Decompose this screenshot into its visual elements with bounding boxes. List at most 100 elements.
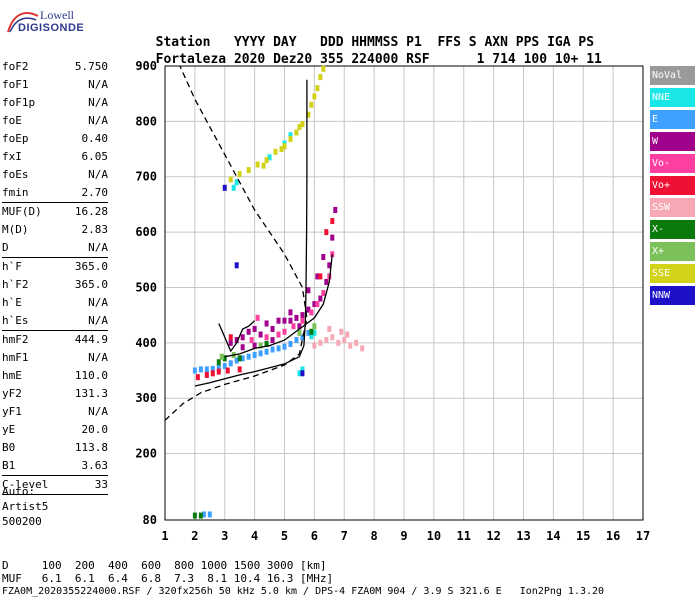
- param-key: foF1p: [2, 96, 36, 109]
- param-row: MUF(D) 16.28: [2, 203, 108, 221]
- param-key: hmF2: [2, 333, 29, 346]
- y-tick-label: 800: [135, 114, 157, 128]
- echo-point: [204, 366, 209, 373]
- param-row: foE N/A: [2, 112, 108, 130]
- echo-point: [282, 143, 287, 150]
- val-ps: 11: [586, 52, 602, 67]
- echo-point: [210, 370, 215, 377]
- param-key: foE: [2, 114, 22, 127]
- echo-point: [300, 121, 305, 128]
- param-value: 2.83: [81, 223, 109, 236]
- param-value: N/A: [88, 405, 108, 418]
- x-tick-label: 15: [576, 529, 590, 543]
- param-key: h`F: [2, 260, 22, 273]
- echo-point: [282, 317, 287, 324]
- echo-point: [312, 323, 317, 330]
- echo-point: [315, 301, 320, 308]
- param-value: 20.0: [81, 423, 109, 436]
- param-value: 0.40: [81, 132, 109, 145]
- x-tick-label: 2: [191, 529, 198, 543]
- param-row: h`Es N/A: [2, 312, 108, 331]
- echo-point: [294, 337, 299, 344]
- logo-line2: DIGISONDE: [18, 22, 85, 34]
- param-key: foF2: [2, 60, 29, 73]
- param-row: fxI 6.05: [2, 148, 108, 166]
- hdr-s: S: [468, 35, 477, 50]
- echo-point: [219, 353, 224, 360]
- hdr-station: Station: [155, 35, 211, 50]
- echo-point: [282, 328, 287, 335]
- echo-point: [222, 363, 227, 370]
- echo-point: [297, 370, 302, 377]
- param-row: B1 3.63: [2, 457, 108, 476]
- echo-point: [234, 179, 239, 186]
- echo-point: [198, 366, 203, 373]
- param-value: N/A: [88, 296, 108, 309]
- echo-point: [246, 167, 251, 174]
- auto-program: Artist5: [2, 500, 49, 513]
- echo-point: [276, 331, 281, 338]
- echo-point: [312, 342, 317, 349]
- echo-point: [255, 161, 260, 168]
- param-value: 3.63: [81, 459, 109, 472]
- param-value: N/A: [88, 78, 108, 91]
- y-tick-label: 900: [135, 59, 157, 73]
- hdr-day: DAY: [273, 35, 297, 50]
- autoscaling-info: Auto: Artist5 500200: [2, 484, 48, 529]
- echo-point: [264, 320, 269, 327]
- echo-point: [288, 132, 293, 139]
- echo-point: [318, 295, 323, 302]
- param-key: B1: [2, 459, 16, 472]
- val-axn: 714: [492, 52, 516, 67]
- echo-point: [318, 74, 323, 81]
- echo-point: [300, 317, 305, 324]
- echo-point: [273, 148, 278, 155]
- echo-point: [270, 325, 275, 332]
- echo-point: [255, 314, 260, 321]
- echo-point: [222, 355, 227, 362]
- hdr-yyyy: YYYY: [233, 35, 266, 50]
- echo-point: [201, 511, 206, 518]
- echo-point: [228, 360, 233, 367]
- echo-point: [309, 333, 314, 340]
- param-key: yF1: [2, 405, 22, 418]
- echo-point: [300, 366, 305, 373]
- param-key: fxI: [2, 150, 22, 163]
- param-value: 33: [94, 478, 108, 491]
- hdr-ffs: FFS: [437, 35, 461, 50]
- x-tick-label: 4: [251, 529, 258, 543]
- echo-point: [327, 325, 332, 332]
- x-tick-label: 9: [400, 529, 407, 543]
- digisonde-logo: Lowell DIGISONDE: [6, 8, 86, 48]
- profile-trace: [224, 254, 333, 358]
- legend-item: SSW: [650, 198, 695, 217]
- param-row: h`F 365.0: [2, 258, 108, 276]
- y-tick-label: 700: [135, 170, 157, 184]
- echo-point: [348, 342, 353, 349]
- echo-point: [264, 157, 269, 164]
- echo-point: [324, 337, 329, 344]
- x-tick-label: 3: [221, 529, 228, 543]
- param-row: hmE 110.0: [2, 367, 108, 385]
- echo-point: [237, 366, 242, 373]
- echo-point: [312, 93, 317, 100]
- echo-point: [216, 364, 221, 371]
- echo-point: [276, 317, 281, 324]
- legend-item: Vo-: [650, 154, 695, 173]
- echo-point: [288, 136, 293, 143]
- echo-point: [279, 146, 284, 153]
- echo-point: [258, 350, 263, 357]
- echo-point: [216, 368, 221, 375]
- echo-point: [297, 323, 302, 330]
- param-key: h`E: [2, 296, 22, 309]
- echo-point: [270, 346, 275, 353]
- param-value: 131.3: [74, 387, 108, 400]
- echo-point: [240, 344, 245, 351]
- echo-point: [312, 301, 317, 308]
- param-key: yF2: [2, 387, 22, 400]
- echo-point: [294, 314, 299, 321]
- echo-point: [192, 512, 197, 519]
- echo-point: [321, 65, 326, 72]
- y-tick-label: 80: [143, 513, 157, 527]
